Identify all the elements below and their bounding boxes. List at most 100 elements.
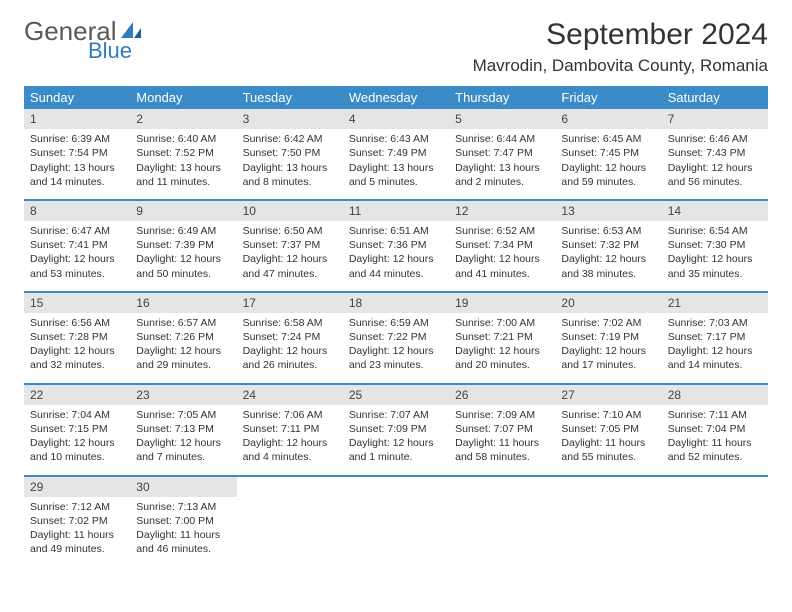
page-title: September 2024 xyxy=(473,18,768,52)
day-number: 25 xyxy=(343,385,449,405)
daylight-text-1: Daylight: 12 hours xyxy=(455,344,549,358)
logo-word2: Blue xyxy=(88,40,132,62)
calendar-day-cell: 6Sunrise: 6:45 AMSunset: 7:45 PMDaylight… xyxy=(555,109,661,200)
day-number: 13 xyxy=(555,201,661,221)
daylight-text-2: and 55 minutes. xyxy=(561,450,655,464)
sunset-text: Sunset: 7:24 PM xyxy=(243,330,337,344)
sunset-text: Sunset: 7:07 PM xyxy=(455,422,549,436)
day-details: Sunrise: 7:13 AMSunset: 7:00 PMDaylight:… xyxy=(130,497,236,567)
daylight-text-1: Daylight: 12 hours xyxy=(668,344,762,358)
sunrise-text: Sunrise: 6:42 AM xyxy=(243,132,337,146)
calendar-day-cell: 28Sunrise: 7:11 AMSunset: 7:04 PMDayligh… xyxy=(662,384,768,476)
day-details: Sunrise: 7:09 AMSunset: 7:07 PMDaylight:… xyxy=(449,405,555,475)
calendar-week-row: 1 Sunrise: 6:39 AMSunset: 7:54 PM Daylight… xyxy=(24,109,768,200)
daylight-text-2: and 2 minutes. xyxy=(455,175,549,189)
day-number: 21 xyxy=(662,293,768,313)
sunrise-text: Sunrise: 6:58 AM xyxy=(243,316,337,330)
day-number: 5 xyxy=(449,109,555,129)
daylight-text-1: Daylight: 12 hours xyxy=(349,252,443,266)
calendar-day-cell: 25Sunrise: 7:07 AMSunset: 7:09 PMDayligh… xyxy=(343,384,449,476)
daylight-text-2: and 10 minutes. xyxy=(30,450,124,464)
sunset-text: Sunset: 7:11 PM xyxy=(243,422,337,436)
sunrise-text: Sunrise: 7:09 AM xyxy=(455,408,549,422)
daylight-text-1: Daylight: 13 hours xyxy=(243,161,337,175)
sunset-text: Sunset: 7:54 PM xyxy=(30,146,124,160)
day-number: 27 xyxy=(555,385,661,405)
daylight-text-1: Daylight: 12 hours xyxy=(136,252,230,266)
sunset-text: Sunset: 7:19 PM xyxy=(561,330,655,344)
daylight-text-1: Daylight: 13 hours xyxy=(349,161,443,175)
location-text: Mavrodin, Dambovita County, Romania xyxy=(473,56,768,76)
day-number: 15 xyxy=(24,293,130,313)
daylight-text-2: and 20 minutes. xyxy=(455,358,549,372)
sunrise-text: Sunrise: 7:03 AM xyxy=(668,316,762,330)
weekday-header: Friday xyxy=(555,86,661,109)
day-details: Sunrise: 6:58 AMSunset: 7:24 PMDaylight:… xyxy=(237,313,343,383)
calendar-day-cell: 5Sunrise: 6:44 AMSunset: 7:47 PMDaylight… xyxy=(449,109,555,200)
sunrise-text: Sunrise: 6:50 AM xyxy=(243,224,337,238)
daylight-text-1: Daylight: 12 hours xyxy=(561,161,655,175)
calendar-day-cell xyxy=(343,476,449,567)
weekday-header-row: Sunday Monday Tuesday Wednesday Thursday… xyxy=(24,86,768,109)
sunrise-text: Sunrise: 6:46 AM xyxy=(668,132,762,146)
calendar-day-cell: 9Sunrise: 6:49 AMSunset: 7:39 PMDaylight… xyxy=(130,200,236,292)
day-details: Sunrise: 6:54 AMSunset: 7:30 PMDaylight:… xyxy=(662,221,768,291)
sunrise-text: Sunrise: 7:04 AM xyxy=(30,408,124,422)
day-number: 4 xyxy=(343,109,449,129)
daylight-text-1: Daylight: 11 hours xyxy=(30,528,124,542)
calendar-day-cell xyxy=(449,476,555,567)
sunset-text: Sunset: 7:52 PM xyxy=(136,146,230,160)
calendar-day-cell: 29Sunrise: 7:12 AMSunset: 7:02 PMDayligh… xyxy=(24,476,130,567)
day-details: Sunrise: 7:02 AMSunset: 7:19 PMDaylight:… xyxy=(555,313,661,383)
day-details: Sunrise: 7:05 AMSunset: 7:13 PMDaylight:… xyxy=(130,405,236,475)
sunset-text: Sunset: 7:00 PM xyxy=(136,514,230,528)
calendar-week-row: 22Sunrise: 7:04 AMSunset: 7:15 PMDayligh… xyxy=(24,384,768,476)
day-details: Sunrise: 6:59 AMSunset: 7:22 PMDaylight:… xyxy=(343,313,449,383)
daylight-text-2: and 35 minutes. xyxy=(668,267,762,281)
day-details: Sunrise: 6:52 AMSunset: 7:34 PMDaylight:… xyxy=(449,221,555,291)
calendar-day-cell: 11Sunrise: 6:51 AMSunset: 7:36 PMDayligh… xyxy=(343,200,449,292)
daylight-text-1: Daylight: 12 hours xyxy=(668,161,762,175)
daylight-text-1: Daylight: 12 hours xyxy=(30,344,124,358)
day-number: 20 xyxy=(555,293,661,313)
daylight-text-2: and 4 minutes. xyxy=(243,450,337,464)
day-number: 1 xyxy=(24,109,130,129)
sunrise-text: Sunrise: 7:06 AM xyxy=(243,408,337,422)
calendar-day-cell: 17Sunrise: 6:58 AMSunset: 7:24 PMDayligh… xyxy=(237,292,343,384)
day-details: Sunrise: 6:56 AMSunset: 7:28 PMDaylight:… xyxy=(24,313,130,383)
calendar-day-cell: 14Sunrise: 6:54 AMSunset: 7:30 PMDayligh… xyxy=(662,200,768,292)
day-details: Sunrise: 6:50 AMSunset: 7:37 PMDaylight:… xyxy=(237,221,343,291)
daylight-text-1: Daylight: 11 hours xyxy=(455,436,549,450)
day-details: Sunrise: 6:42 AMSunset: 7:50 PMDaylight:… xyxy=(237,129,343,199)
sunset-text: Sunset: 7:28 PM xyxy=(30,330,124,344)
daylight-text-2: and 32 minutes. xyxy=(30,358,124,372)
daylight-text-1: Daylight: 11 hours xyxy=(136,528,230,542)
sunrise-text: Sunrise: 6:59 AM xyxy=(349,316,443,330)
sunrise-text: Sunrise: 7:11 AM xyxy=(668,408,762,422)
sunrise-text: Sunrise: 6:57 AM xyxy=(136,316,230,330)
weekday-header: Saturday xyxy=(662,86,768,109)
weekday-header: Wednesday xyxy=(343,86,449,109)
calendar-day-cell xyxy=(237,476,343,567)
weekday-header: Monday xyxy=(130,86,236,109)
day-details: Sunrise: 7:10 AMSunset: 7:05 PMDaylight:… xyxy=(555,405,661,475)
sunrise-text: Sunrise: 6:47 AM xyxy=(30,224,124,238)
sunrise-text: Sunrise: 6:39 AM xyxy=(30,132,124,146)
daylight-text-2: and 17 minutes. xyxy=(561,358,655,372)
daylight-text-1: Daylight: 11 hours xyxy=(561,436,655,450)
weekday-header: Sunday xyxy=(24,86,130,109)
sunrise-text: Sunrise: 6:45 AM xyxy=(561,132,655,146)
daylight-text-2: and 38 minutes. xyxy=(561,267,655,281)
sunset-text: Sunset: 7:05 PM xyxy=(561,422,655,436)
day-number: 6 xyxy=(555,109,661,129)
calendar-day-cell: 3Sunrise: 6:42 AMSunset: 7:50 PMDaylight… xyxy=(237,109,343,200)
calendar-day-cell: 19Sunrise: 7:00 AMSunset: 7:21 PMDayligh… xyxy=(449,292,555,384)
sunrise-text: Sunrise: 6:51 AM xyxy=(349,224,443,238)
header: General Blue September 2024 Mavrodin, Da… xyxy=(24,18,768,76)
sunrise-text: Sunrise: 7:07 AM xyxy=(349,408,443,422)
calendar-day-cell: 23Sunrise: 7:05 AMSunset: 7:13 PMDayligh… xyxy=(130,384,236,476)
day-details: Sunrise: 6:49 AMSunset: 7:39 PMDaylight:… xyxy=(130,221,236,291)
day-number: 10 xyxy=(237,201,343,221)
calendar-day-cell: 20Sunrise: 7:02 AMSunset: 7:19 PMDayligh… xyxy=(555,292,661,384)
sunrise-text: Sunrise: 7:13 AM xyxy=(136,500,230,514)
